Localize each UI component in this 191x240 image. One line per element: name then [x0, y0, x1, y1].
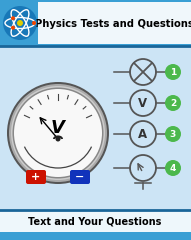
Text: V: V	[168, 1, 172, 6]
Text: p=mg: p=mg	[89, 3, 111, 9]
Circle shape	[3, 6, 37, 40]
Circle shape	[11, 86, 105, 180]
Text: 4: 4	[170, 164, 176, 173]
Text: S/t: S/t	[7, 24, 13, 29]
Circle shape	[56, 137, 61, 142]
Bar	[0, 210, 191, 232]
Circle shape	[17, 20, 23, 26]
Circle shape	[9, 84, 107, 182]
Circle shape	[11, 16, 15, 20]
Bar	[0, 210, 191, 240]
Text: 3: 3	[170, 130, 176, 139]
Bar	[0, 46, 191, 210]
Circle shape	[12, 88, 104, 179]
Bar	[38, 2, 191, 44]
FancyBboxPatch shape	[70, 170, 90, 184]
Text: Physics Tests and Questions: Physics Tests and Questions	[35, 19, 191, 29]
Circle shape	[32, 21, 36, 25]
Text: A: A	[138, 128, 148, 141]
Circle shape	[11, 26, 15, 30]
Text: F=mg: F=mg	[72, 224, 88, 229]
Text: 2: 2	[170, 99, 176, 108]
Text: +: +	[31, 172, 41, 182]
Circle shape	[165, 64, 181, 80]
Bar	[0, 0, 191, 46]
Text: mg: mg	[155, 14, 164, 19]
Text: p=mV: p=mV	[141, 229, 159, 234]
Text: 1: 1	[170, 68, 176, 77]
Circle shape	[14, 89, 102, 177]
Text: V: V	[51, 119, 65, 137]
Text: Text and Your Questions: Text and Your Questions	[28, 216, 162, 226]
Circle shape	[165, 95, 181, 111]
Text: V=S/t: V=S/t	[22, 8, 38, 13]
Text: −: −	[75, 172, 85, 182]
Circle shape	[7, 82, 109, 184]
Text: F=ma: F=ma	[7, 228, 23, 233]
Circle shape	[165, 126, 181, 142]
Text: V: V	[138, 97, 148, 110]
FancyBboxPatch shape	[26, 170, 46, 184]
Circle shape	[165, 160, 181, 176]
